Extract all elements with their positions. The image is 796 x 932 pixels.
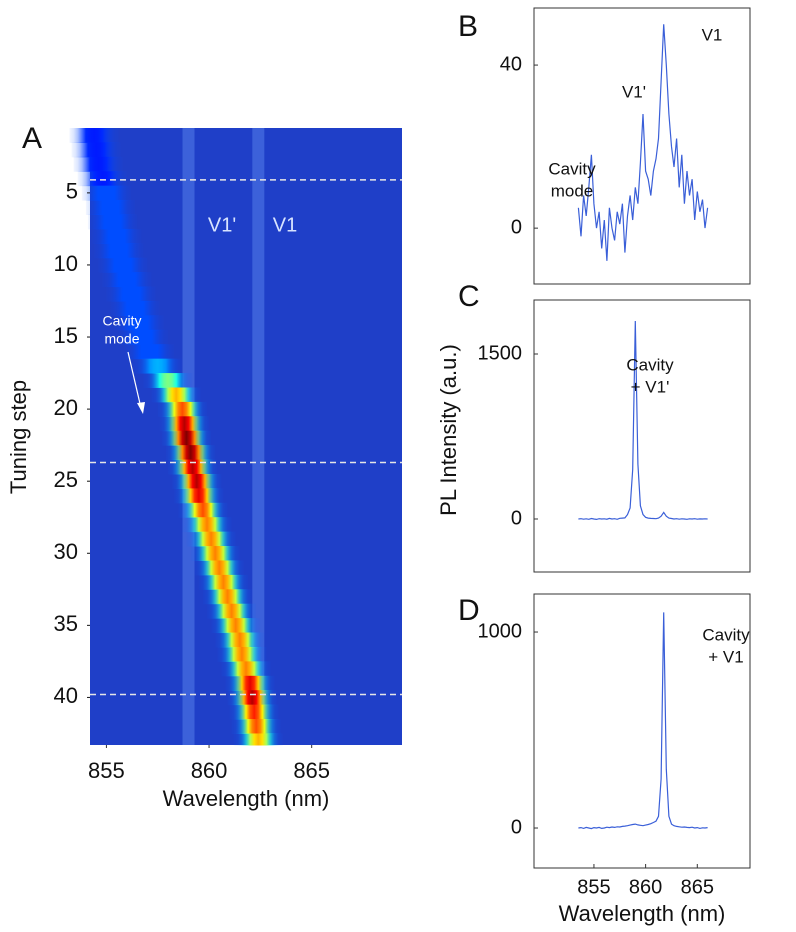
- arrow-head: [137, 402, 145, 414]
- y-tick-label: 10: [54, 251, 78, 276]
- heatmap-row: [124, 344, 175, 360]
- y-axis-label: PL Intensity (a.u.): [436, 344, 461, 516]
- panel-label: C: [458, 280, 480, 313]
- y-tick-label: 0: [511, 216, 522, 238]
- spectrum-line: [578, 320, 708, 521]
- y-tick-label: 0: [511, 507, 522, 529]
- y-tick-label: 5: [66, 179, 78, 204]
- plot-frame: [533, 593, 751, 869]
- annotation: Cavity: [626, 355, 674, 374]
- heatmap-row: [198, 574, 249, 590]
- annotation: Cavity: [702, 625, 750, 644]
- y-tick-label: 0: [511, 816, 522, 838]
- heatmap-row: [87, 214, 138, 230]
- plot-frame: [533, 7, 751, 285]
- annotation: Cavity: [548, 159, 596, 178]
- heatmap-row: [118, 329, 168, 345]
- heatmap-row: [110, 300, 160, 316]
- heatmap-row: [217, 646, 267, 662]
- annotation: V1: [273, 214, 297, 236]
- heatmap-row: [231, 719, 281, 734]
- heatmap-row: [172, 473, 222, 489]
- y-tick-label: 40: [500, 53, 522, 75]
- heatmap-row: [151, 387, 201, 403]
- heatmap-row: [98, 257, 148, 273]
- heatmap-row: [92, 228, 142, 244]
- heatmap-row: [225, 675, 275, 691]
- y-tick-label: 1000: [478, 620, 523, 642]
- heatmap-row: [71, 142, 121, 158]
- y-tick-label: 1500: [478, 342, 523, 364]
- heatmap-row: [190, 546, 240, 561]
- x-tick-label: 860: [629, 876, 662, 898]
- heatmap-row: [94, 243, 144, 259]
- x-tick-label: 855: [88, 758, 125, 783]
- heatmap-row: [77, 171, 127, 187]
- y-tick-label: 25: [54, 467, 78, 492]
- y-tick-label: 35: [54, 611, 78, 636]
- x-tick-label: 860: [191, 758, 228, 783]
- heatmap-row: [186, 531, 236, 547]
- annotation: + V1: [708, 647, 743, 666]
- heatmap-row: [143, 373, 193, 388]
- y-tick-label: 20: [54, 395, 78, 420]
- heatmap-row: [102, 272, 152, 288]
- heatmap-row: [69, 128, 119, 143]
- heatmap-row: [165, 445, 216, 461]
- spectrum-line: [577, 24, 709, 261]
- heatmap-row: [227, 690, 277, 706]
- emission-line: [252, 128, 265, 745]
- x-tick-label: 865: [681, 876, 714, 898]
- heatmap-row: [221, 661, 271, 677]
- panel-label: A: [22, 122, 42, 155]
- annotation: V1': [208, 214, 236, 236]
- heatmap-row: [202, 589, 253, 605]
- heatmap-row: [114, 315, 164, 331]
- annotation: V1': [622, 82, 646, 101]
- panel-label: D: [458, 594, 480, 627]
- y-tick-label: 15: [54, 323, 78, 348]
- x-tick-label: 865: [293, 758, 330, 783]
- heatmap-row: [168, 459, 218, 475]
- heatmap-row: [157, 401, 207, 417]
- heatmap-row: [207, 603, 257, 619]
- heatmap-row: [178, 502, 228, 518]
- x-tick-label: 855: [577, 876, 610, 898]
- heatmap-row: [161, 430, 212, 446]
- heatmap-row: [229, 704, 279, 720]
- heatmap-row: [194, 560, 244, 576]
- y-tick-label: 40: [54, 683, 78, 708]
- annotation: mode: [551, 181, 594, 200]
- heatmap-row: [182, 517, 232, 533]
- annotation: Cavity: [103, 313, 142, 329]
- x-axis-label: Wavelength (nm): [559, 901, 726, 926]
- heatmap-row: [73, 156, 123, 172]
- annotation: mode: [104, 331, 139, 347]
- heatmap-row: [85, 200, 136, 215]
- heatmap-row: [159, 416, 210, 432]
- y-tick-label: 30: [54, 539, 78, 564]
- plot-frame: [533, 299, 751, 573]
- annotation: V1: [702, 25, 723, 44]
- heatmap-row: [81, 185, 132, 201]
- y-axis-label: Tuning step: [6, 380, 31, 494]
- panel-label: B: [458, 10, 478, 43]
- x-axis-label: Wavelength (nm): [163, 786, 330, 811]
- heatmap-row: [233, 733, 283, 746]
- heatmap-row: [215, 632, 265, 648]
- heatmap-row: [106, 286, 156, 302]
- annotation-arrow: [127, 351, 142, 409]
- heatmap-row: [174, 488, 224, 504]
- annotation: + V1': [631, 377, 670, 396]
- spectrum-line: [578, 612, 708, 830]
- heatmap-row: [211, 618, 261, 634]
- heatmap-row: [133, 358, 183, 374]
